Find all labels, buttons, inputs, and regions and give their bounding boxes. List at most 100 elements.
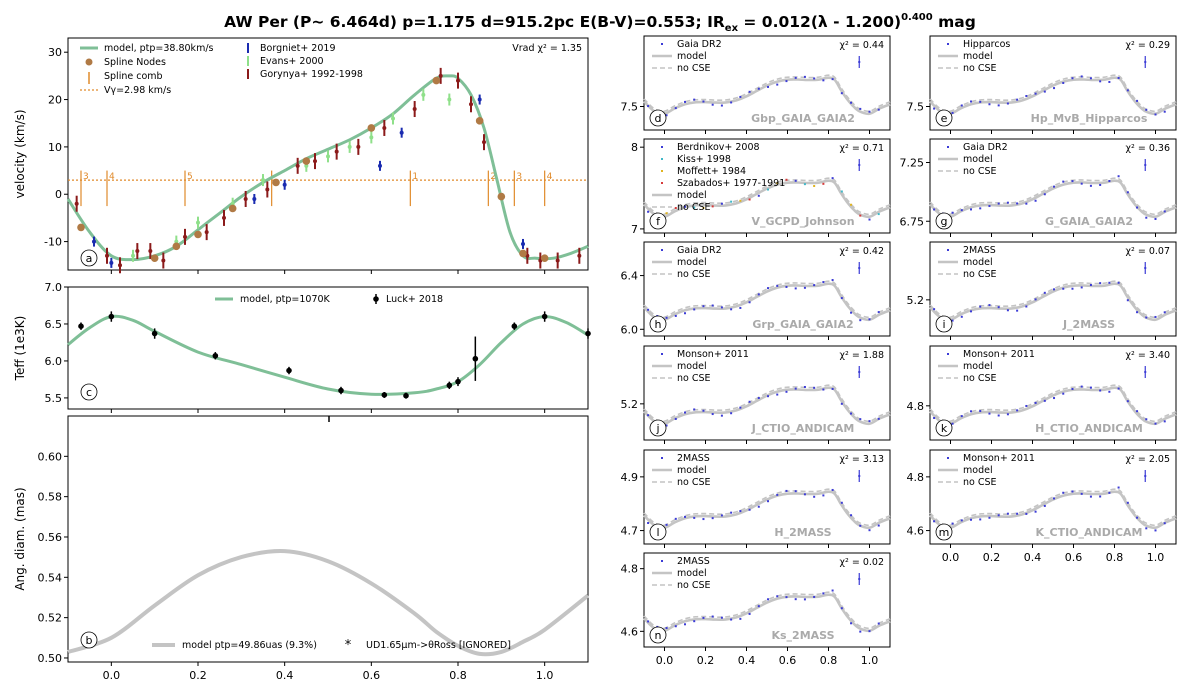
phot-legend-entry: Monson+ 2011 bbox=[963, 453, 1035, 464]
phot-chi2: χ² = 0.02 bbox=[840, 557, 884, 568]
y-tick-label: 6.0 bbox=[621, 323, 639, 336]
phot-outlier-point bbox=[858, 578, 861, 580]
y-tick-label: 0.52 bbox=[38, 612, 63, 625]
phot-data-point bbox=[1089, 77, 1092, 80]
phot-data-point bbox=[970, 410, 972, 413]
y-tick-label: 0.60 bbox=[38, 450, 63, 463]
phot-data-point bbox=[1163, 522, 1166, 525]
phot-data-point bbox=[739, 306, 742, 309]
spline-comb-label: 4 bbox=[109, 172, 115, 182]
phot-legend-entry: model bbox=[677, 257, 707, 268]
phot-data-point bbox=[702, 100, 705, 103]
luck-point bbox=[455, 378, 461, 385]
x-tick-label: 0.2 bbox=[983, 551, 1001, 564]
y-tick-label: 6.75 bbox=[900, 215, 925, 228]
phot-data-point bbox=[1006, 309, 1009, 312]
phot-model-curve bbox=[643, 490, 891, 530]
phot-data-point bbox=[831, 387, 834, 390]
phot-data-point bbox=[850, 311, 853, 314]
y-tick-label: 5.2 bbox=[907, 294, 925, 307]
phot-data-point bbox=[730, 511, 733, 514]
phot-data-point bbox=[693, 620, 696, 623]
y-tick-label: 4.7 bbox=[621, 525, 639, 538]
phot-data-point bbox=[997, 514, 1000, 517]
phot-data-point bbox=[684, 623, 686, 626]
phot-data-point bbox=[1108, 390, 1111, 393]
phot-data-point bbox=[1043, 399, 1046, 402]
phot-data-point bbox=[840, 92, 843, 95]
phot-legend-entry: no CSE bbox=[677, 202, 711, 213]
phot-band-label: Ks_2MASS bbox=[771, 629, 834, 642]
phot-legend-entry: Hipparcos bbox=[963, 39, 1010, 50]
spline-node bbox=[272, 178, 280, 187]
phot-data-point bbox=[684, 100, 686, 103]
phot-data-point bbox=[665, 424, 668, 427]
phot-data-point bbox=[1053, 288, 1056, 291]
phot-data-point bbox=[988, 205, 991, 208]
phot-data-point bbox=[803, 75, 806, 78]
phot-data-point bbox=[1099, 389, 1102, 392]
phot-data-point bbox=[1016, 202, 1019, 205]
spline-node bbox=[475, 117, 484, 125]
luck-point bbox=[403, 392, 409, 399]
phot-data-point bbox=[776, 182, 779, 185]
phot-data-point bbox=[684, 205, 686, 208]
phot-data-point bbox=[785, 80, 788, 83]
gorynya-point bbox=[105, 253, 109, 258]
phot-data-point bbox=[822, 79, 825, 82]
phot-data-point bbox=[1043, 193, 1046, 196]
phot-data-point bbox=[979, 207, 982, 210]
legend-source: Gorynya+ 1992-1998 bbox=[260, 69, 363, 80]
x-tick-label: 1.0 bbox=[861, 654, 879, 667]
legend-source-swatch bbox=[947, 146, 949, 148]
diam-model-curve bbox=[67, 548, 590, 657]
figure-title: AW Per (P~ 6.464d) p=1.175 d=915.2pc E(B… bbox=[224, 12, 976, 34]
gorynya-point bbox=[243, 196, 248, 201]
panel-badge-letter: m bbox=[939, 526, 950, 539]
gorynya-point bbox=[577, 253, 582, 258]
phot-legend-entry: no CSE bbox=[677, 373, 711, 384]
phot-data-point bbox=[997, 306, 1000, 309]
phot-data-point bbox=[1163, 110, 1166, 113]
y-tick-label: 6.4 bbox=[621, 270, 639, 283]
luck-point bbox=[108, 313, 115, 320]
phot-data-point bbox=[720, 306, 723, 309]
phot-data-point bbox=[647, 308, 650, 311]
panel-badge bbox=[649, 626, 667, 644]
gorynya-point bbox=[183, 234, 187, 239]
legend-source-swatch bbox=[661, 249, 663, 251]
phot-data-point bbox=[988, 412, 991, 415]
borgniet-point bbox=[252, 196, 257, 201]
panel-badge bbox=[935, 315, 953, 333]
phot-data-point bbox=[1145, 216, 1148, 219]
phot-outlier-point bbox=[1144, 371, 1147, 373]
phot-data-point bbox=[693, 516, 696, 519]
phot-data-point bbox=[822, 281, 825, 284]
phot-data-point bbox=[757, 87, 760, 90]
x-tick-label: 0.0 bbox=[656, 654, 674, 667]
phot-data-point bbox=[767, 500, 770, 503]
phot-data-point bbox=[1053, 397, 1056, 400]
phot-data-point bbox=[1053, 87, 1056, 90]
phot-legend-entry: model bbox=[677, 568, 707, 579]
chi2-annotation: Vrad χ² = 1.35 bbox=[512, 43, 582, 54]
phot-data-point bbox=[997, 414, 1000, 417]
phot-chi2: χ² = 2.05 bbox=[1126, 454, 1170, 465]
borgniet-point bbox=[92, 239, 96, 244]
evans-point bbox=[196, 220, 200, 225]
phot-data-point bbox=[674, 207, 677, 210]
y-tick-label: 10 bbox=[48, 141, 62, 154]
plot-frame-d bbox=[643, 35, 891, 131]
phot-data-point bbox=[840, 607, 843, 610]
phot-data-point bbox=[1126, 191, 1129, 194]
phot-data-point bbox=[794, 76, 797, 79]
y-tick-label: 7.0 bbox=[45, 281, 63, 294]
x-tick-label: 0.2 bbox=[189, 669, 207, 682]
evans-point bbox=[447, 97, 452, 102]
phot-data-point bbox=[739, 510, 742, 513]
phot-data-point bbox=[859, 107, 862, 110]
phot-chi2: χ² = 0.42 bbox=[840, 246, 884, 257]
phot-data-point bbox=[1025, 404, 1028, 407]
y-tick-label: 0.50 bbox=[38, 652, 63, 665]
phot-data-point bbox=[803, 286, 806, 289]
